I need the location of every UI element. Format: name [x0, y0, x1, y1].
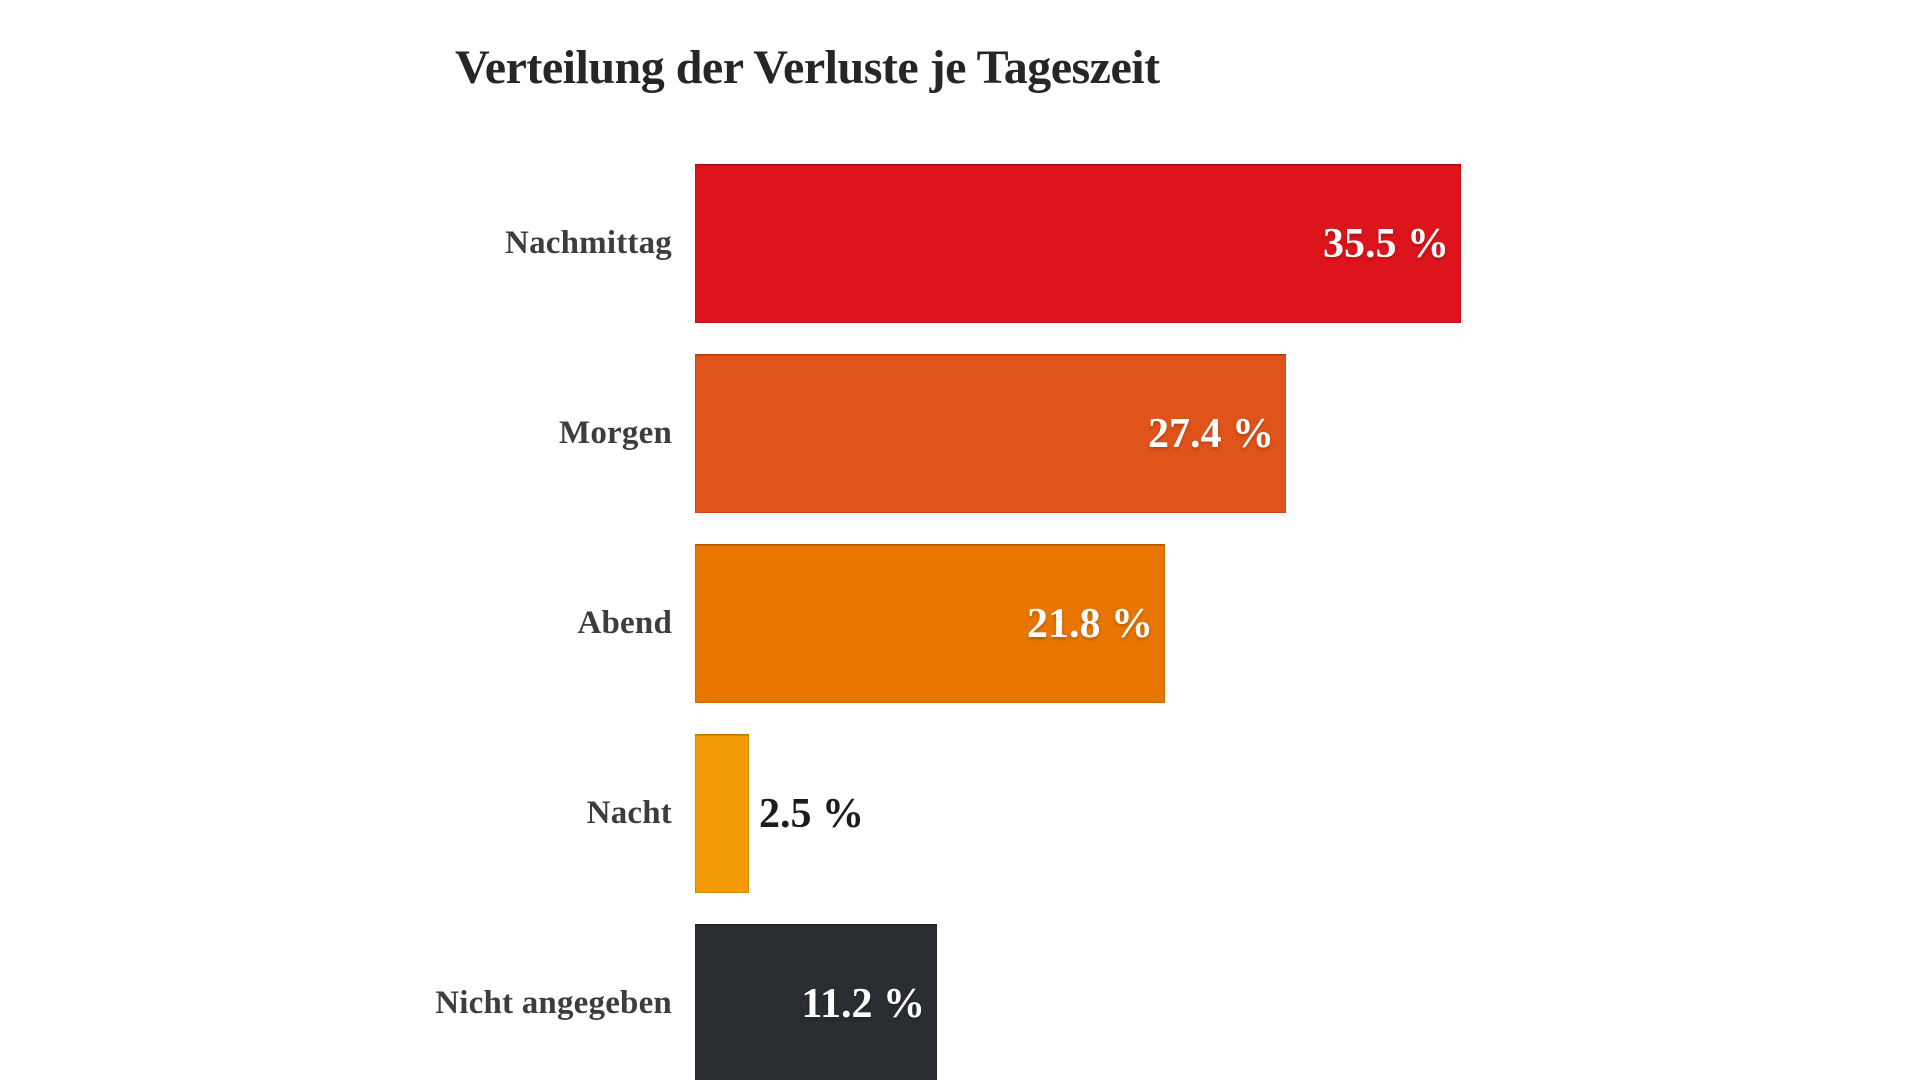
value-label: 27.4 % [1148, 410, 1274, 457]
bar-track: 27.4 % [695, 354, 1920, 513]
category-label: Morgen [559, 415, 672, 451]
bar-track: 35.5 % [695, 164, 1920, 323]
category-label: Nicht angegeben [435, 985, 672, 1021]
bar-track: 21.8 % [695, 544, 1920, 703]
bar-nachmittag: 35.5 % [695, 164, 1461, 323]
category-label: Nachmittag [505, 225, 672, 261]
bar-morgen: 27.4 % [695, 354, 1286, 513]
chart-rows: Nachmittag 35.5 % Morgen 27.4 % Abend 21.8 % N… [0, 164, 1920, 1080]
bar-track: 11.2 % [695, 924, 1920, 1080]
category-label: Nacht [586, 795, 672, 831]
bar-abend: 21.8 % [695, 544, 1165, 703]
value-label: 21.8 % [1027, 600, 1153, 647]
chart-row: Nacht 2.5 % [0, 734, 1920, 893]
chart-row: Nachmittag 35.5 % [0, 164, 1920, 323]
bar-track: 2.5 % [695, 734, 1920, 893]
category-label: Abend [577, 605, 672, 641]
bar-nicht-angegeben: 11.2 % [695, 924, 937, 1080]
value-label: 2.5 % [759, 790, 864, 837]
bar-nacht [695, 734, 749, 893]
chart-row: Morgen 27.4 % [0, 354, 1920, 513]
value-label: 11.2 % [801, 980, 925, 1027]
chart-row: Nicht angegeben 11.2 % [0, 924, 1920, 1080]
value-label: 35.5 % [1323, 220, 1449, 267]
chart-title: Verteilung der Verluste je Tageszeit [455, 41, 1160, 94]
chart-row: Abend 21.8 % [0, 544, 1920, 703]
